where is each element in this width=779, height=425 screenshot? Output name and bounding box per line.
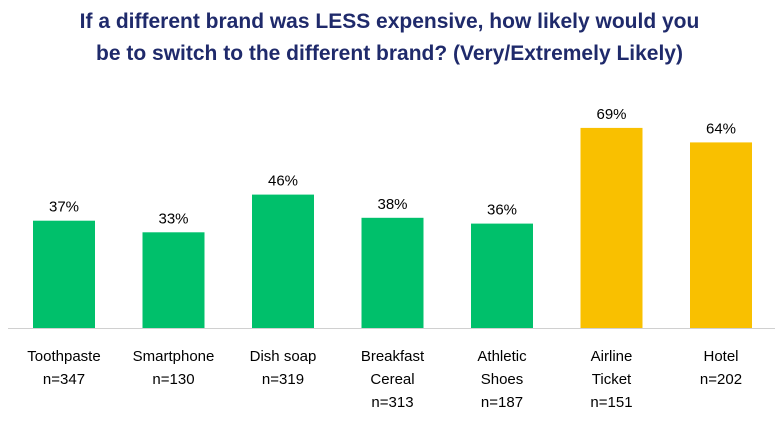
category-label-4-line-2: n=187 xyxy=(481,394,523,411)
category-label-6-line-0: Hotel xyxy=(703,348,738,365)
value-label-3: 38% xyxy=(377,196,407,213)
bar-6 xyxy=(690,142,752,328)
category-label-0-line-1: n=347 xyxy=(43,371,85,388)
bar-2 xyxy=(252,194,314,328)
bar-0 xyxy=(33,220,95,328)
category-label-5-line-0: Airline xyxy=(591,348,633,365)
chart-title-line-1: If a different brand was LESS expensive,… xyxy=(79,10,700,33)
category-label-6-line-1: n=202 xyxy=(700,371,742,388)
value-label-5: 69% xyxy=(596,106,626,123)
category-label-5-line-1: Ticket xyxy=(592,371,632,388)
category-label-0-line-0: Toothpaste xyxy=(27,348,100,365)
category-label-2-line-0: Dish soap xyxy=(250,348,317,365)
category-label-1-line-0: Smartphone xyxy=(133,348,215,365)
category-label-3-line-0: Breakfast xyxy=(361,348,425,365)
bar-1 xyxy=(142,232,205,328)
category-label-1-line-1: n=130 xyxy=(152,371,194,388)
chart-title-line-2: be to switch to the different brand? (Ve… xyxy=(96,42,683,65)
value-label-0: 37% xyxy=(49,199,79,216)
value-label-6: 64% xyxy=(706,120,736,137)
category-label-4-line-1: Shoes xyxy=(481,371,524,388)
category-label-3-line-1: Cereal xyxy=(370,371,414,388)
category-label-4-line-0: Athletic xyxy=(477,348,527,365)
bar-3 xyxy=(361,217,424,328)
bar-4 xyxy=(471,223,533,328)
category-label-5-line-2: n=151 xyxy=(590,394,632,411)
bar-5 xyxy=(580,127,643,329)
value-label-1: 33% xyxy=(158,210,188,227)
value-label-4: 36% xyxy=(487,202,517,219)
category-label-2-line-1: n=319 xyxy=(262,371,304,388)
value-label-2: 46% xyxy=(268,173,298,190)
chart-title: If a different brand was LESS expensive,… xyxy=(0,6,779,70)
category-label-3-line-2: n=313 xyxy=(371,394,413,411)
